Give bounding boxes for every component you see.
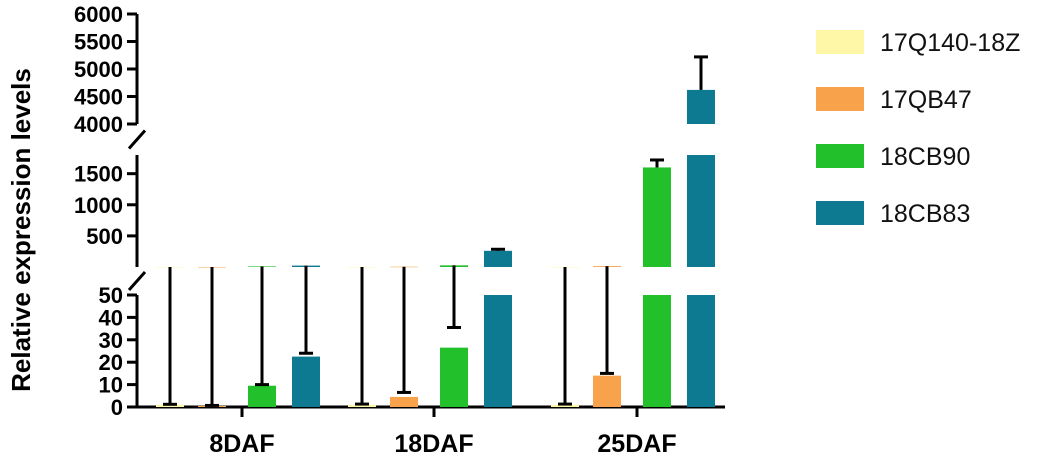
- legend-label: 18CB83: [880, 200, 970, 228]
- y-tick-label: 30: [99, 328, 123, 353]
- bar: [292, 356, 320, 407]
- y-tick-label: 500: [86, 224, 123, 249]
- y-tick-label: 10: [99, 373, 123, 398]
- x-tick-label: 8DAF: [209, 430, 274, 458]
- legend-label: 18CB90: [880, 143, 970, 171]
- legend-swatch: [816, 144, 864, 168]
- y-tick-label: 1000: [74, 193, 123, 218]
- bar: [551, 404, 579, 407]
- y-tick-label: 5000: [74, 57, 123, 82]
- bar: [440, 347, 468, 407]
- y-tick-label: 1500: [74, 162, 123, 187]
- legend: 17Q140-18Z 17QB47 18CB90 18CB83: [816, 29, 1020, 228]
- bar: [248, 385, 276, 407]
- bar: [484, 250, 512, 267]
- bar: [643, 167, 671, 267]
- legend-swatch: [816, 87, 864, 111]
- y-tick-label: 50: [99, 283, 123, 308]
- bar: [156, 404, 184, 407]
- axis-break-mark: [127, 271, 147, 291]
- bar: [687, 89, 715, 124]
- bar: [484, 295, 512, 407]
- y-tick-label: 20: [99, 350, 123, 375]
- y-tick-label: 40: [99, 305, 123, 330]
- bar: [390, 396, 418, 407]
- axis-break-mark: [127, 129, 147, 150]
- y-tick-label: 4000: [74, 112, 123, 137]
- bar: [687, 295, 715, 407]
- y-tick-label: 4500: [74, 85, 123, 110]
- legend-label: 17Q140-18Z: [880, 29, 1020, 57]
- y-tick-label: 6000: [74, 2, 123, 27]
- y-tick-label: 5500: [74, 30, 123, 55]
- legend-swatch: [816, 201, 864, 225]
- y-axis-title: Relative expression levels: [6, 68, 36, 392]
- bar: [643, 295, 671, 407]
- x-tick-label: 18DAF: [394, 430, 473, 458]
- bars-layer: [156, 55, 715, 407]
- legend-swatch: [816, 30, 864, 54]
- x-tick-label: 25DAF: [597, 430, 676, 458]
- bar: [687, 155, 715, 267]
- bar: [593, 375, 621, 407]
- bar: [348, 404, 376, 407]
- y-tick-label: 0: [111, 395, 123, 420]
- legend-label: 17QB47: [880, 86, 972, 114]
